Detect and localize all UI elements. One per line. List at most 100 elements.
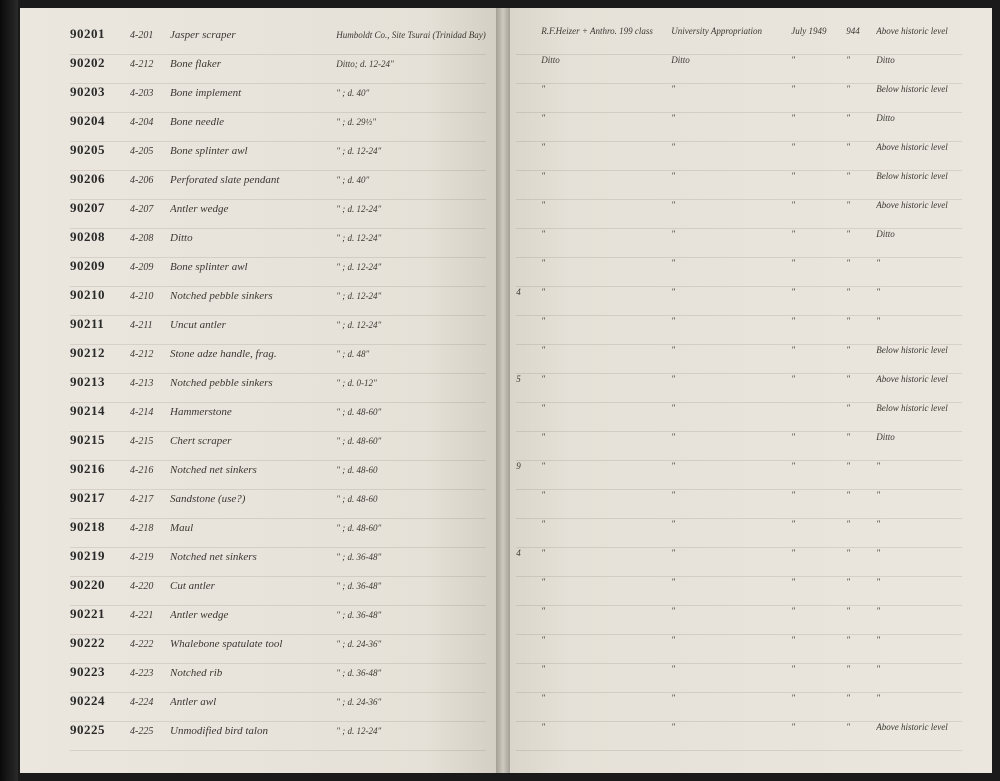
ref-number: 944	[846, 26, 876, 36]
ledger-row-right: """"Ditto	[516, 229, 962, 258]
ledger-row-right: """"Above historic level	[516, 722, 962, 751]
ledger-row-right: """"Above historic level	[516, 142, 962, 171]
ledger-row-right: """""	[516, 316, 962, 345]
collector: "	[541, 490, 671, 500]
ref-number: "	[846, 519, 876, 529]
ledger-row-right: """""	[516, 635, 962, 664]
ledger-row-right: R.F.Heizer + Anthro. 199 classUniversity…	[516, 26, 962, 55]
notes: "	[876, 461, 962, 471]
date: "	[791, 606, 846, 616]
ledger-row: 902194-219Notched net sinkers" ; d. 36-4…	[70, 548, 486, 577]
location-depth: " ; d. 48-60"	[336, 407, 486, 417]
collector: "	[541, 287, 671, 297]
ledger-row: 902074-207Antler wedge" ; d. 12-24"	[70, 200, 486, 229]
item-description: Bone flaker	[170, 58, 336, 70]
funding-source: "	[671, 490, 791, 500]
notes: Above historic level	[876, 200, 962, 210]
notes: Ditto	[876, 55, 962, 65]
quantity: 5	[516, 374, 541, 384]
date: "	[791, 258, 846, 268]
notes: Above historic level	[876, 26, 962, 36]
collector: "	[541, 316, 671, 326]
ledger-row-right: """Below historic level	[516, 403, 962, 432]
item-number: 4-222	[130, 639, 170, 650]
ledger-row: 902094-209Bone splinter awl" ; d. 12-24"	[70, 258, 486, 287]
catalog-number: 90211	[70, 316, 130, 332]
right-page: R.F.Heizer + Anthro. 199 classUniversity…	[496, 8, 992, 773]
location-depth: " ; d. 24-36"	[336, 697, 486, 707]
location-depth: " ; d. 36-48"	[336, 552, 486, 562]
collector: "	[541, 664, 671, 674]
date: "	[791, 55, 846, 65]
item-number: 4-206	[130, 175, 170, 186]
ledger-row-right: 4"""""	[516, 287, 962, 316]
ref-number: "	[846, 577, 876, 587]
item-description: Notched net sinkers	[170, 464, 336, 476]
item-number: 4-218	[130, 523, 170, 534]
item-number: 4-225	[130, 726, 170, 737]
item-number: 4-221	[130, 610, 170, 621]
ref-number: "	[846, 258, 876, 268]
item-description: Bone splinter awl	[170, 145, 336, 157]
funding-source: "	[671, 693, 791, 703]
catalog-number: 90203	[70, 84, 130, 100]
date: "	[791, 287, 846, 297]
ledger-row-right: """""	[516, 577, 962, 606]
ledger-row-right: """"Ditto	[516, 432, 962, 461]
ledger-row: 902154-215Chert scraper" ; d. 48-60"	[70, 432, 486, 461]
collector: "	[541, 84, 671, 94]
item-description: Perforated slate pendant	[170, 174, 336, 186]
collector: "	[541, 722, 671, 732]
funding-source: "	[671, 722, 791, 732]
funding-source: "	[671, 229, 791, 239]
funding-source: "	[671, 403, 791, 413]
location-depth: " ; d. 12-24"	[336, 726, 486, 736]
funding-source: University Appropriation	[671, 26, 791, 36]
ref-number: "	[846, 606, 876, 616]
catalog-number: 90219	[70, 548, 130, 564]
notes: Ditto	[876, 113, 962, 123]
catalog-number: 90216	[70, 461, 130, 477]
item-description: Jasper scraper	[170, 29, 336, 41]
location-depth: " ; d. 12-24"	[336, 233, 486, 243]
item-description: Notched pebble sinkers	[170, 377, 336, 389]
quantity: 4	[516, 287, 541, 297]
location-depth: " ; d. 12-24"	[336, 320, 486, 330]
ledger-row: 902204-220Cut antler" ; d. 36-48"	[70, 577, 486, 606]
ref-number: "	[846, 200, 876, 210]
collector: "	[541, 548, 671, 558]
funding-source: "	[671, 461, 791, 471]
collector: "	[541, 635, 671, 645]
catalog-number: 90224	[70, 693, 130, 709]
ledger-row: 902254-225Unmodified bird talon" ; d. 12…	[70, 722, 486, 751]
location-depth: " ; d. 12-24"	[336, 291, 486, 301]
ledger-row-right: """"Ditto	[516, 113, 962, 142]
catalog-number: 90210	[70, 287, 130, 303]
item-description: Stone adze handle, frag.	[170, 348, 336, 360]
ledger-row-right: """""	[516, 519, 962, 548]
ref-number: "	[846, 287, 876, 297]
funding-source: "	[671, 345, 791, 355]
funding-source: "	[671, 316, 791, 326]
catalog-number: 90208	[70, 229, 130, 245]
location-depth: " ; d. 40"	[336, 88, 486, 98]
notes: Ditto	[876, 432, 962, 442]
item-number: 4-215	[130, 436, 170, 447]
notes: Below historic level	[876, 171, 962, 181]
catalog-number: 90212	[70, 345, 130, 361]
item-number: 4-219	[130, 552, 170, 563]
location-depth: " ; d. 12-24"	[336, 262, 486, 272]
location-depth: " ; d. 48-60"	[336, 436, 486, 446]
notes: "	[876, 316, 962, 326]
item-number: 4-209	[130, 262, 170, 273]
catalog-number: 90213	[70, 374, 130, 390]
ref-number: "	[846, 142, 876, 152]
notes: "	[876, 606, 962, 616]
ledger-row: 902224-222Whalebone spatulate tool" ; d.…	[70, 635, 486, 664]
left-page: 902014-201Jasper scraperHumboldt Co., Si…	[20, 8, 496, 773]
ledger-row: 902234-223Notched rib" ; d. 36-48"	[70, 664, 486, 693]
item-number: 4-201	[130, 30, 170, 41]
ledger-row-right: """"Below historic level	[516, 84, 962, 113]
date: "	[791, 548, 846, 558]
date: "	[791, 84, 846, 94]
